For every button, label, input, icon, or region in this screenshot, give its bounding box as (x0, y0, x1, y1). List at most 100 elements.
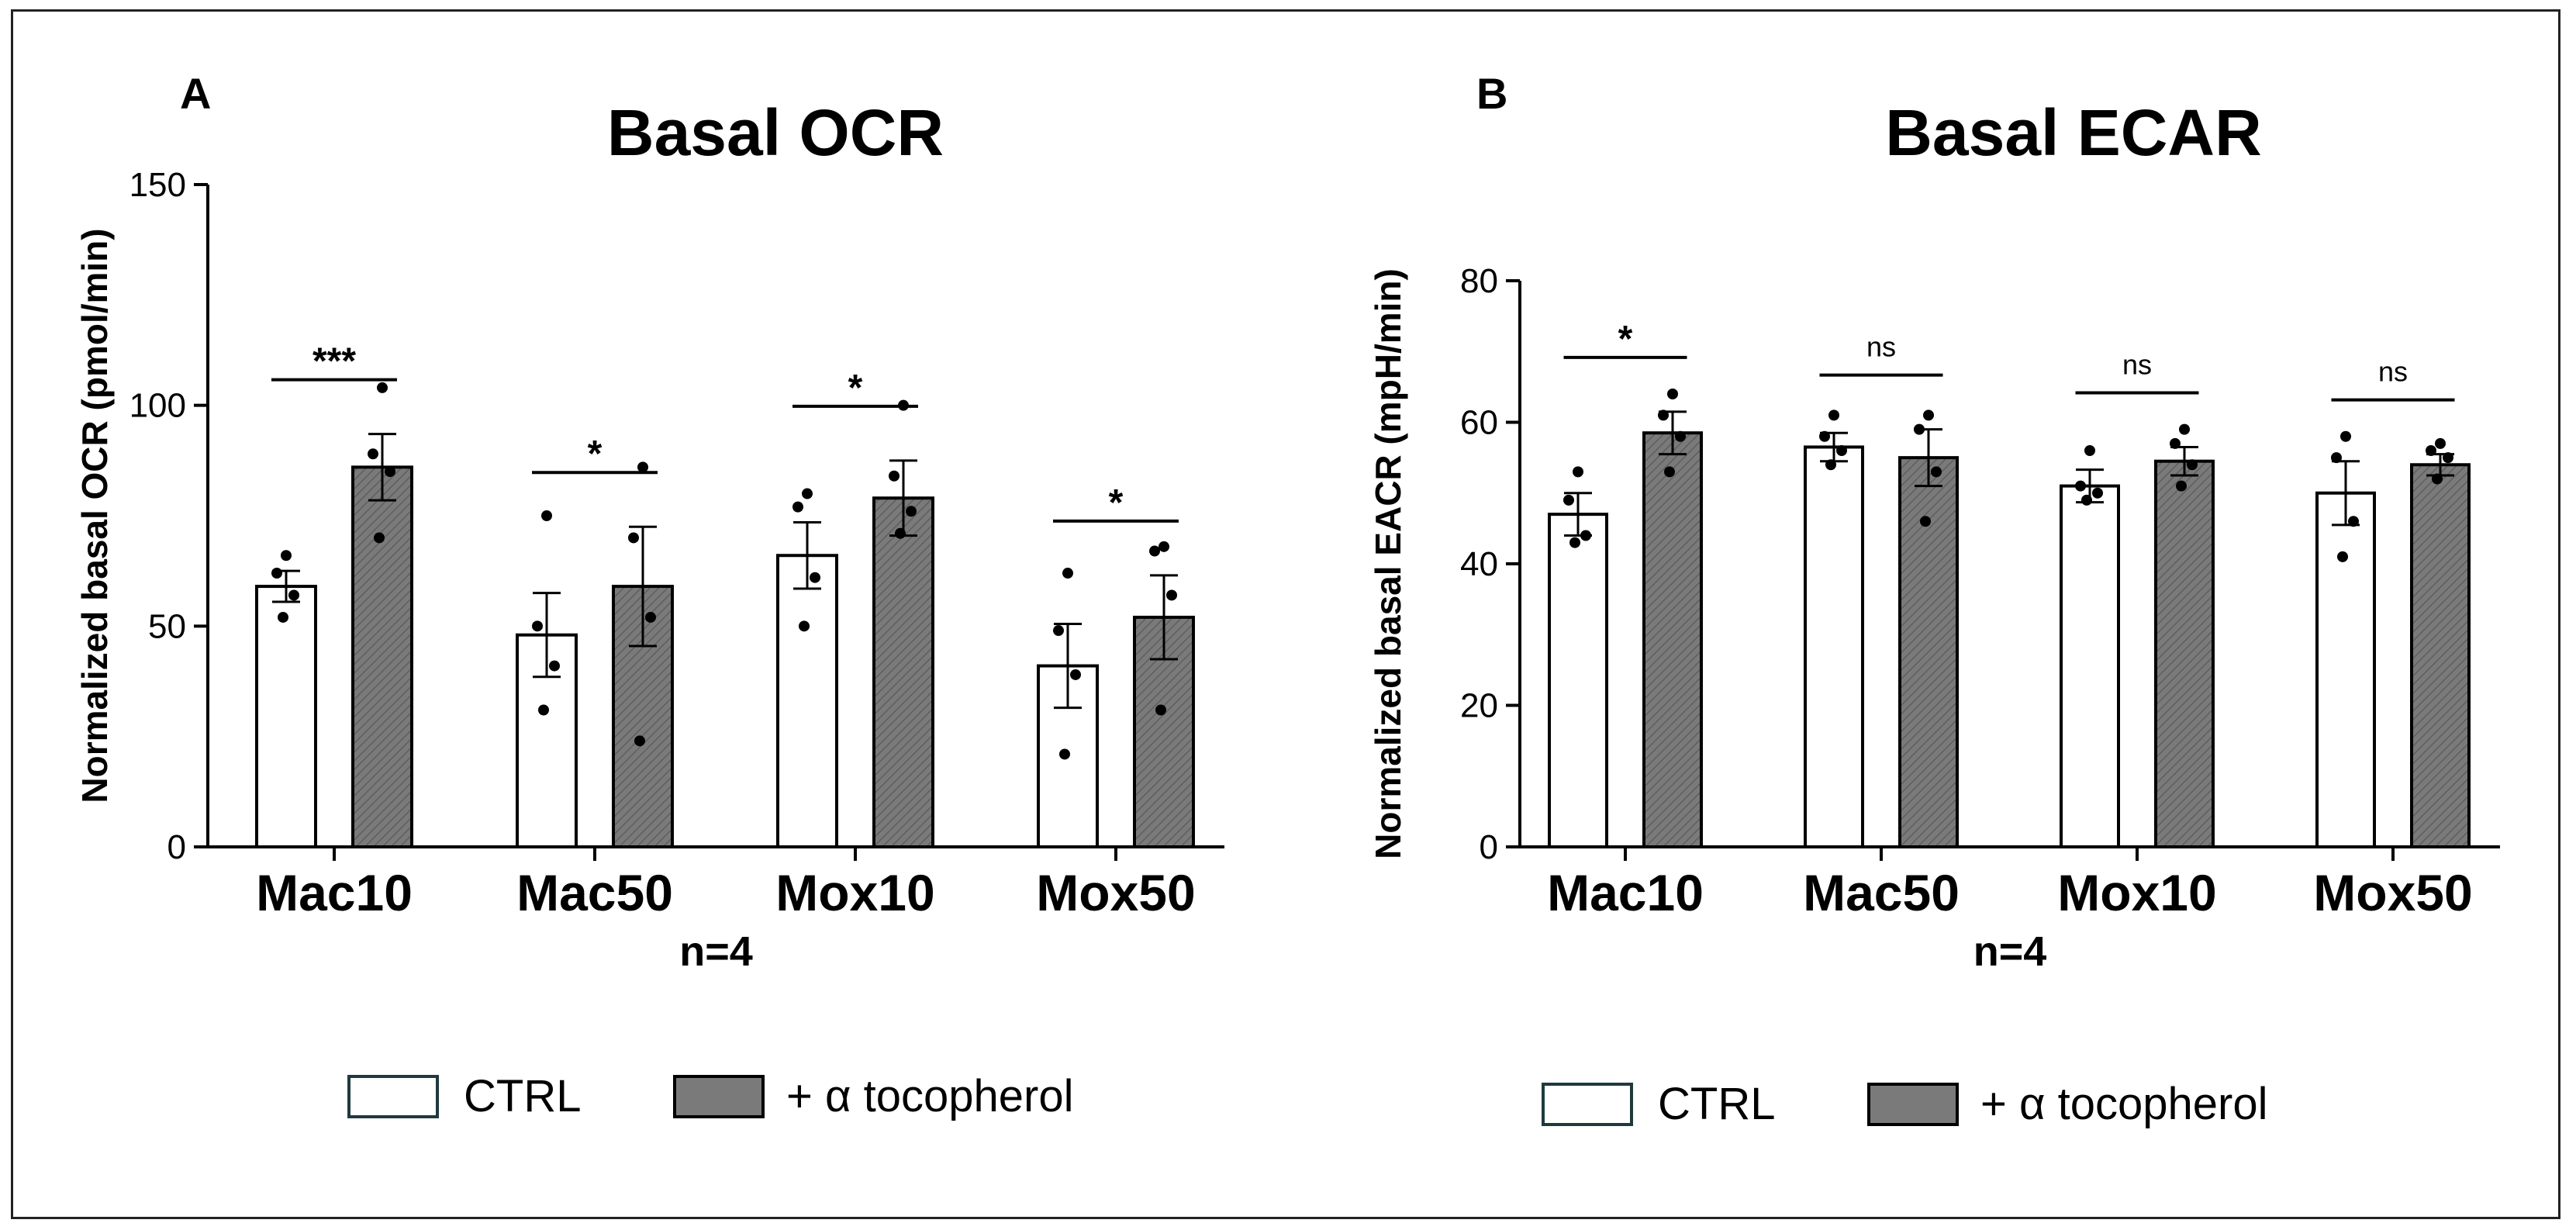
panel-b-data-point (2426, 445, 2436, 456)
panel-b-data-point (2084, 445, 2095, 456)
panel-a-letter: A (180, 69, 211, 118)
panel-a-data-point (799, 620, 810, 632)
panel-a-legend-swatch-tocopherol (673, 1075, 765, 1118)
panel-b-x-tick-label: Mac50 (1803, 864, 1960, 921)
panel-a-legend-label-ctrl: CTRL (464, 1071, 581, 1121)
panel-b-bar-ctrl (1548, 513, 1608, 848)
panel-a-y-tick-label: 0 (167, 828, 186, 866)
panel-b-x-tick-label: Mox10 (2057, 864, 2216, 921)
panel-a-x-tick-label: Mac50 (516, 864, 673, 921)
panel-b-legend-swatch-ctrl (1542, 1083, 1633, 1126)
panel-a-n-label: n=4 (679, 928, 753, 975)
panel-b-x-tick-label: Mac10 (1547, 864, 1704, 921)
panel-b-n-label: n=4 (1973, 928, 2047, 975)
panel-a-legend: CTRL + α tocopherol (347, 1071, 1074, 1121)
panel-a-data-point (271, 568, 282, 579)
panel-a-data-point (1062, 568, 1073, 579)
panel-b-data-point (2337, 551, 2348, 562)
panel-a-data-point (637, 461, 648, 473)
panel-b-bar-ctrl (2060, 484, 2120, 848)
panel-b-data-point (1573, 466, 1583, 478)
panel-a-data-point (889, 470, 900, 482)
panel-a-data-point (1149, 545, 1160, 557)
panel-b-data-point (1664, 466, 1675, 478)
panel-b-data-point (1923, 409, 1934, 421)
panel-a-data-point (810, 572, 820, 583)
panel-b-y-tick-label: 80 (1460, 262, 1498, 300)
panel-a-data-point (1166, 589, 1177, 601)
panel-b-legend-swatch-tocopherol (1867, 1083, 1959, 1126)
panel-b-data-point (1658, 409, 1669, 421)
panel-a-data-point (532, 620, 543, 632)
panel-a-data-point (895, 527, 906, 539)
panel-a-data-point (792, 501, 803, 513)
panel-a-sig-label: * (848, 368, 863, 409)
panel-a-data-point (634, 735, 645, 747)
panel-a-y-tick-label: 150 (129, 166, 186, 204)
panel-b-bar-ctrl (2315, 491, 2376, 848)
panel-b-data-point (1819, 430, 1830, 442)
panel-a-bar-tocopherol (872, 496, 934, 849)
panel-a-data-point (541, 510, 552, 521)
panel-b-data-point (1825, 459, 1836, 471)
panel-b-x-tick-label: Mox50 (2313, 864, 2472, 921)
panel-b-y-label: Normalized basal EACR (mpH/min) (1368, 268, 1408, 859)
panel-b-letter: B (1476, 69, 1507, 118)
panel-a-data-point (1070, 669, 1081, 680)
panel-b-data-point (2331, 452, 2342, 464)
panel-b-data-point (1931, 466, 1942, 478)
panel-a-data-point (288, 589, 299, 601)
panel-b-data-point (2340, 430, 2351, 442)
panel-b-sig-label: ns (2378, 356, 2408, 388)
panel-b-data-point (2176, 480, 2187, 492)
panel-b-data-point (2187, 459, 2198, 471)
panel-b-title: Basal ECAR (1885, 96, 2262, 169)
panel-b-data-point (2435, 437, 2446, 449)
panel-a-bar-tocopherol (351, 465, 413, 849)
panel-a-x-tick-label: Mox50 (1036, 864, 1195, 921)
panel-a-bar-ctrl (776, 554, 838, 848)
panel-a-x-tick-label: Mox10 (775, 864, 934, 921)
panel-a-data-point (278, 611, 288, 623)
panel-b-legend: CTRL + α tocopherol (1542, 1079, 2268, 1129)
panel-a-sig-label: * (588, 434, 603, 475)
panel-a-data-point (549, 660, 560, 672)
panel-a-chart: A Basal OCR 0 50 100 150 Normalized basal OCR … (74, 69, 1224, 1121)
panel-b-data-point (2075, 480, 2086, 492)
panel-a-data-point (374, 532, 385, 544)
panel-b-data-point (2170, 437, 2181, 449)
panel-b-legend-label-ctrl: CTRL (1658, 1079, 1775, 1129)
panel-b-y-tick-label: 0 (1480, 828, 1498, 866)
panel-a-bar-ctrl (255, 585, 317, 848)
panel-b-data-point (2179, 423, 2190, 435)
panel-a-data-point (1053, 625, 1064, 637)
panel-b-data-point (1675, 430, 1686, 442)
panel-a-data-point (802, 488, 813, 499)
panel-b-chart: B Basal ECAR 0 20 40 60 80 Normalized basal EAC… (1368, 69, 2500, 1129)
panel-b-y-tick-label: 40 (1460, 545, 1498, 583)
panel-b-data-point (2081, 494, 2092, 506)
panel-b-data-point (1667, 389, 1678, 399)
panel-b-data-point (1828, 409, 1839, 421)
panel-a-data-point (538, 704, 549, 716)
panel-a-data-point (385, 466, 395, 478)
panel-b-bar-ctrl (1804, 445, 1864, 848)
panel-b-bar-tocopherol (2154, 459, 2215, 848)
panel-a-y-tick-label: 50 (148, 607, 186, 645)
panel-b-data-point (2432, 473, 2443, 485)
panel-a-data-point (628, 532, 639, 544)
panel-b-bar-tocopherol (1898, 456, 1959, 848)
panel-b-data-point (1580, 530, 1591, 541)
panel-b-sig-label: ns (1866, 331, 1896, 363)
panel-b-y-tick-label: 60 (1460, 404, 1498, 442)
panel-a-legend-swatch-ctrl (347, 1075, 439, 1118)
panel-a-data-point (1155, 704, 1166, 716)
panel-b-data-point (1563, 494, 1574, 506)
panel-b-sig-label: * (1618, 319, 1633, 360)
panel-b-data-point (2348, 516, 2359, 527)
panel-a-data-point (377, 382, 388, 393)
panel-b-data-point (1836, 445, 1847, 456)
panel-a-data-point (1159, 541, 1169, 552)
panel-a-y-label: Normalized basal OCR (pmol/min) (74, 228, 115, 803)
